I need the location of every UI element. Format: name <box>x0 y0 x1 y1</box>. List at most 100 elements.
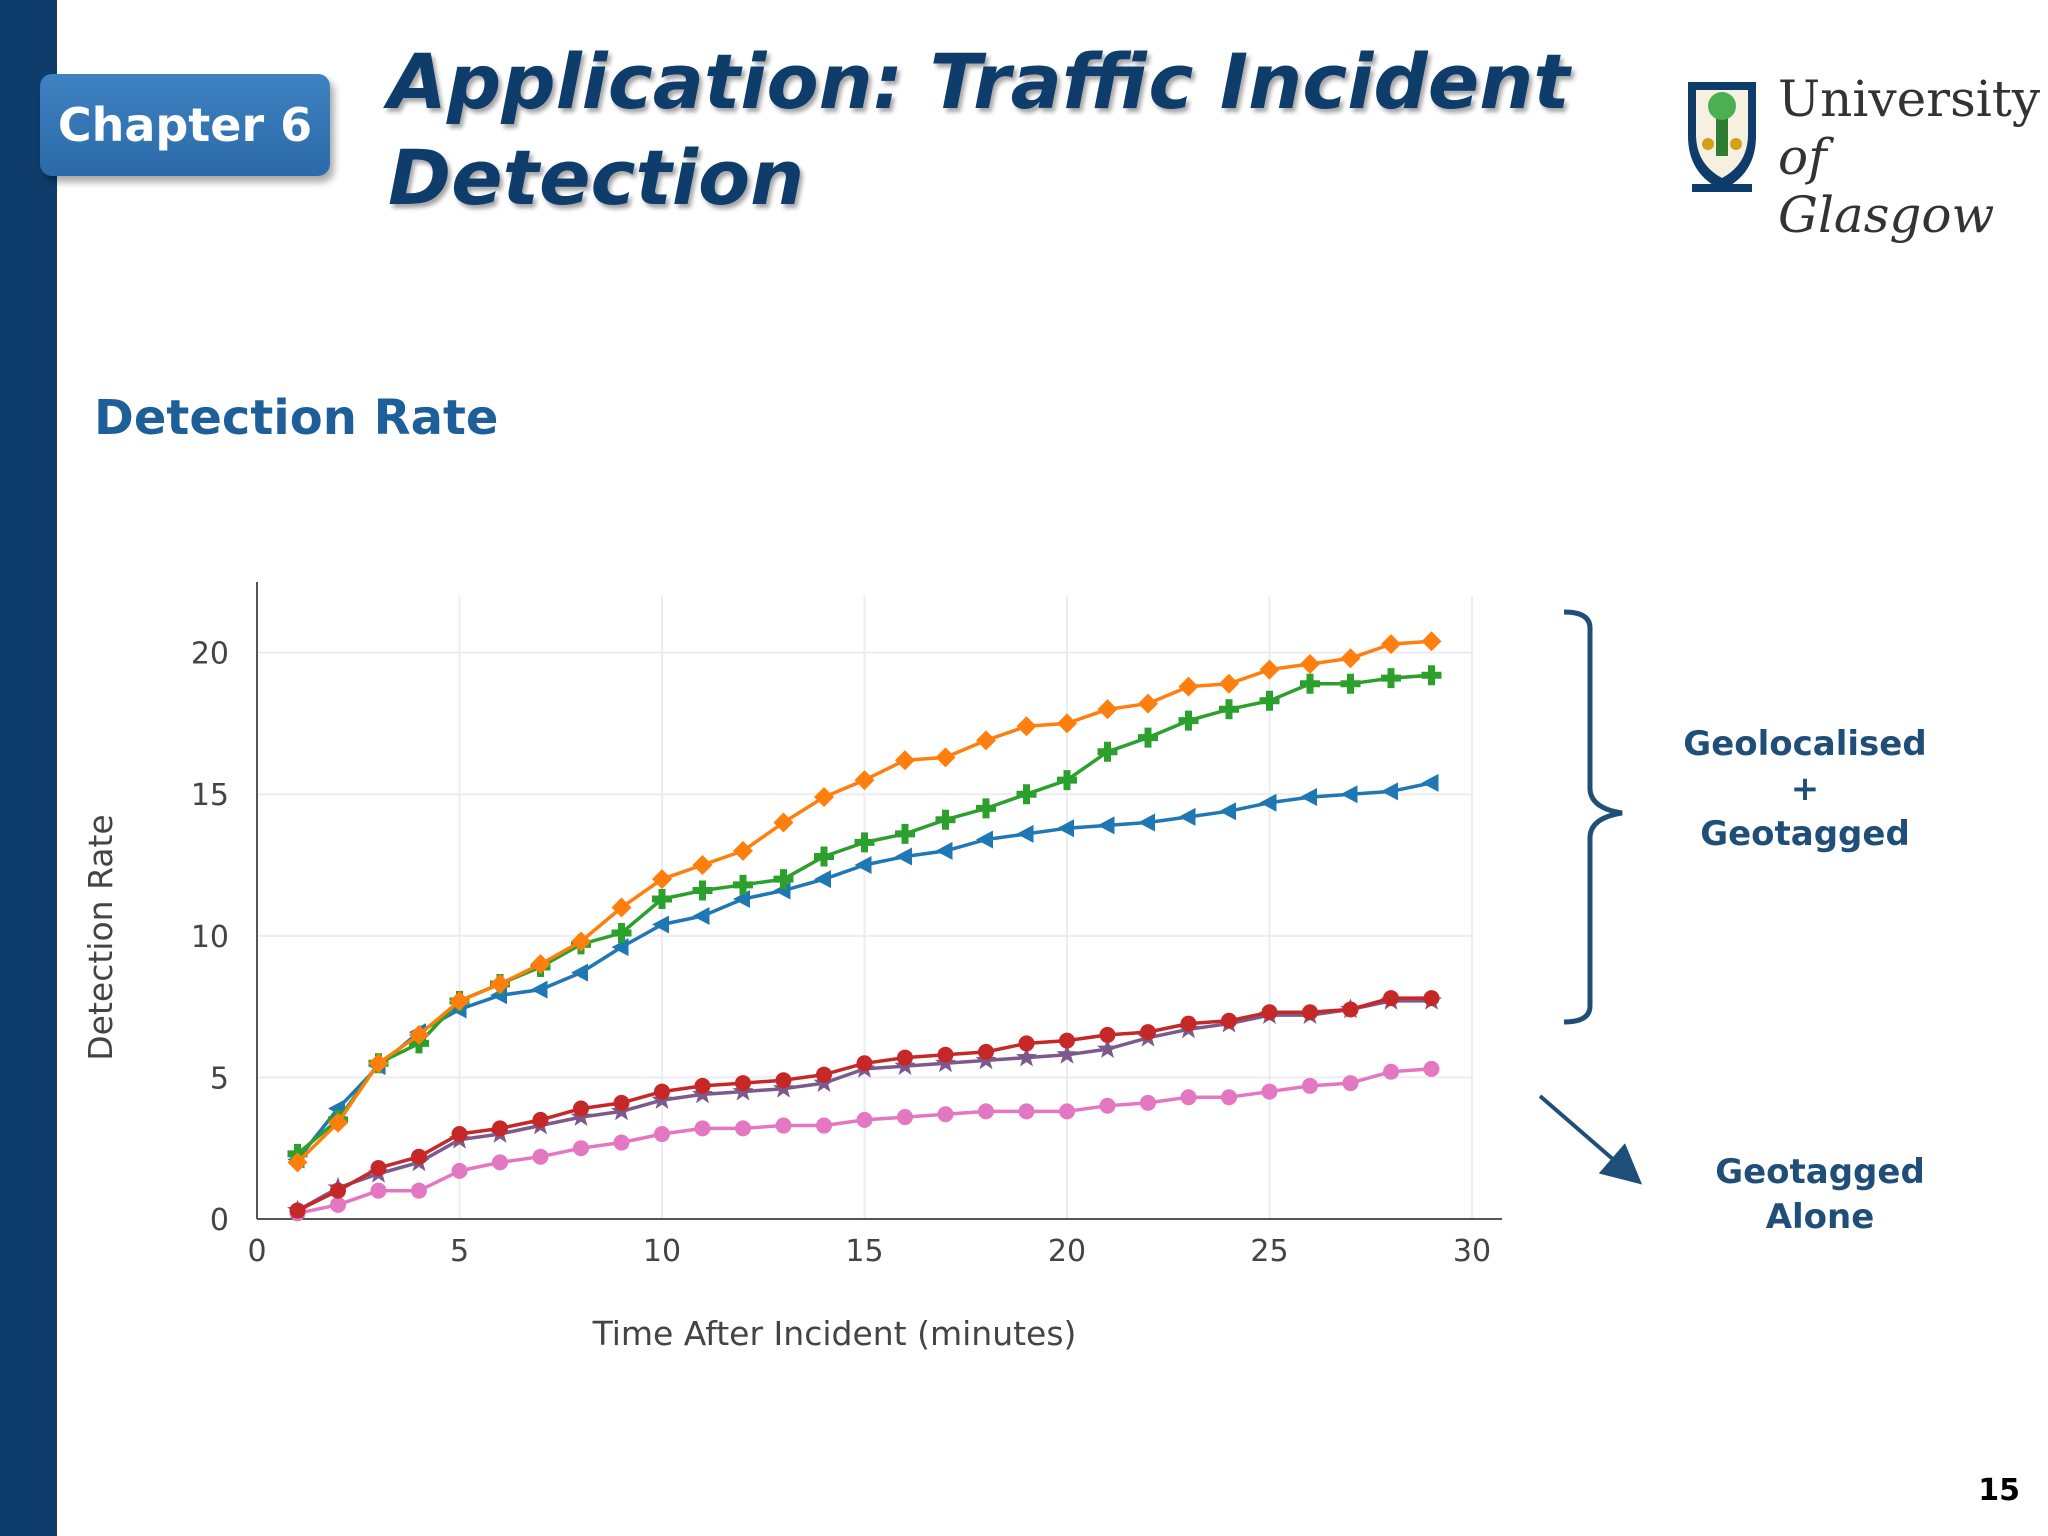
data-point <box>1383 990 1399 1007</box>
data-point <box>1259 793 1277 812</box>
data-point <box>1018 1035 1035 1052</box>
data-point <box>1302 1077 1318 1094</box>
x-tick-label: 0 <box>247 1234 266 1269</box>
data-point <box>733 874 753 895</box>
data-point <box>613 1094 630 1111</box>
data-point <box>816 1117 832 1134</box>
data-point <box>1300 653 1320 674</box>
data-point <box>449 990 470 1011</box>
data-point <box>1138 727 1158 748</box>
bracket-annotation: Geolocalised + Geotagged <box>1660 722 1950 857</box>
data-point <box>611 922 632 943</box>
data-point <box>1261 1004 1278 1021</box>
data-point <box>289 1202 306 1219</box>
data-point <box>735 1075 751 1092</box>
data-point <box>571 963 588 982</box>
data-point <box>330 1182 346 1199</box>
data-point <box>895 823 915 844</box>
data-point <box>1097 1038 1118 1058</box>
data-point <box>370 1160 387 1177</box>
data-point <box>978 1103 994 1120</box>
data-point <box>897 1049 913 1066</box>
data-point <box>1140 1024 1156 1041</box>
data-point <box>1259 659 1280 680</box>
data-point <box>856 1055 873 1072</box>
data-point <box>1259 690 1280 711</box>
data-point <box>814 846 834 867</box>
logo-line-2: of Glasgow <box>1778 128 1995 244</box>
page-number: 15 <box>1978 1473 2020 1508</box>
data-point <box>1138 813 1155 832</box>
bracket-label-line-1: Geolocalised <box>1683 724 1927 764</box>
data-point <box>1099 1026 1116 1043</box>
data-point <box>854 832 875 853</box>
data-point <box>976 730 996 751</box>
data-point <box>856 1111 873 1128</box>
data-point <box>1219 802 1236 821</box>
data-point <box>897 1109 913 1126</box>
x-tick-label: 5 <box>450 1234 469 1269</box>
data-point <box>1381 634 1401 655</box>
data-point <box>1340 785 1358 804</box>
data-point <box>1059 1103 1075 1120</box>
data-point <box>492 1154 508 1171</box>
data-point <box>1261 1083 1278 1100</box>
data-point <box>1138 693 1158 714</box>
data-point <box>775 1072 792 1089</box>
data-point <box>654 1126 670 1143</box>
data-point <box>1342 1001 1359 1018</box>
data-point <box>1423 1060 1440 1077</box>
data-point <box>735 1120 751 1137</box>
data-point <box>611 897 632 918</box>
data-point <box>692 880 713 901</box>
data-point <box>1178 807 1196 826</box>
data-point <box>1016 716 1037 737</box>
data-point <box>692 906 710 925</box>
data-point <box>532 1148 549 1165</box>
x-tick-label: 15 <box>845 1234 883 1269</box>
data-point <box>854 770 875 791</box>
data-point <box>1381 782 1398 801</box>
data-point <box>1057 713 1077 734</box>
x-tick-label: 20 <box>1048 1234 1086 1269</box>
logo-line-1: University <box>1778 70 2041 128</box>
data-point <box>654 1083 670 1100</box>
data-point <box>895 847 912 866</box>
data-point <box>530 954 551 975</box>
data-point <box>976 798 996 819</box>
data-point <box>814 787 834 808</box>
y-tick-label: 10 <box>191 920 229 955</box>
left-accent-bar <box>0 0 57 1536</box>
data-point <box>1018 1103 1035 1120</box>
y-tick-label: 5 <box>210 1061 229 1096</box>
data-point <box>1016 1046 1037 1067</box>
data-point <box>1421 665 1442 686</box>
bracket-label-line-2: + <box>1790 769 1820 809</box>
data-point <box>652 869 672 890</box>
data-point <box>895 750 915 771</box>
data-point <box>1057 770 1077 791</box>
data-point <box>1219 673 1239 694</box>
arrow-icon <box>1538 1094 1643 1185</box>
data-point <box>1180 1015 1197 1032</box>
data-point <box>935 747 956 768</box>
data-point <box>1340 673 1361 694</box>
y-tick-label: 20 <box>191 637 229 672</box>
data-point <box>1099 1097 1116 1114</box>
y-tick-label: 15 <box>191 778 229 813</box>
data-point <box>773 869 794 890</box>
data-point <box>1221 1089 1237 1106</box>
data-point <box>935 841 953 860</box>
data-point <box>1178 676 1199 697</box>
geotagged-alone-label: Geotagged Alone <box>1715 1152 1925 1237</box>
university-logo: University of Glasgow <box>1682 70 2040 244</box>
data-point <box>530 980 548 999</box>
data-point <box>1016 784 1037 805</box>
data-point <box>1140 1094 1156 1111</box>
data-point <box>411 1148 427 1165</box>
bracket-label-line-3: Geotagged <box>1700 814 1910 854</box>
chapter-badge: Chapter 6 <box>40 74 330 176</box>
data-point <box>692 855 713 876</box>
x-tick-label: 10 <box>643 1234 681 1269</box>
data-point <box>652 915 669 934</box>
